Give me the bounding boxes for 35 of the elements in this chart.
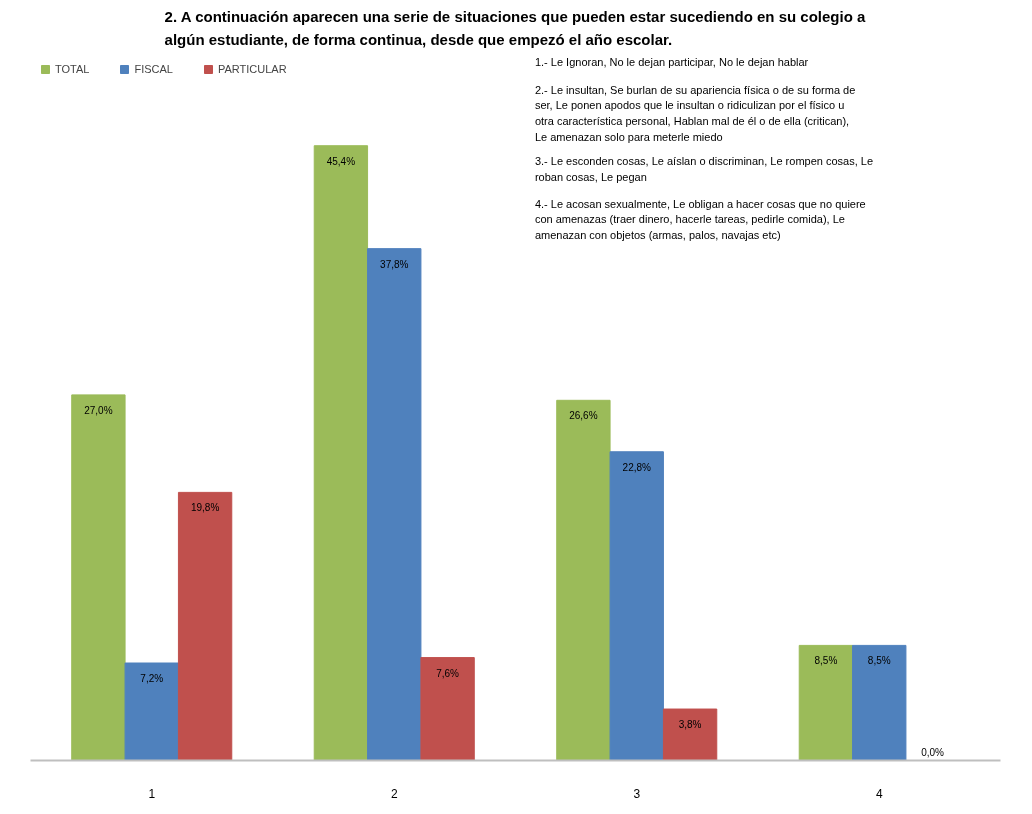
data-label: 3,8% bbox=[678, 719, 702, 731]
x-tick-label: 2 bbox=[390, 786, 398, 801]
bar bbox=[420, 657, 475, 761]
annotation: 3.- Le esconden cosas, Le aíslan o discriminan, Le rompen cosas, Le roban cosas, Le pegan bbox=[534, 155, 874, 183]
data-label: 8,5% bbox=[867, 655, 891, 667]
data-label: 7,6% bbox=[436, 667, 460, 679]
x-tick-label: 3 bbox=[633, 786, 641, 801]
data-label: 26,6% bbox=[569, 410, 598, 422]
bar bbox=[177, 491, 233, 761]
bar bbox=[556, 399, 611, 761]
text: 2.- Le insultan, Se burlan de su apariencia física o de su forma de ser, Le ponen apodos que le insultan o ridiculizan por el físico u otra característica personal, Hablan mal de él o de ella (critican), Le amenazan solo para meterle miedo bbox=[534, 83, 856, 143]
bar bbox=[71, 394, 126, 761]
legend-label: TOTAL bbox=[55, 63, 90, 75]
x-tick-label: 1 bbox=[148, 786, 156, 801]
text: 1.- Le Ignoran, No le dejan participar, No le dejan hablar bbox=[534, 55, 809, 68]
x-tick-label: 4 bbox=[875, 786, 883, 801]
data-label: 7,2% bbox=[140, 673, 164, 684]
data-label: 37,8% bbox=[380, 258, 409, 270]
data-label: 45,4% bbox=[326, 155, 356, 167]
legend-label: FISCAL bbox=[134, 63, 173, 75]
legend-label: PARTICULAR bbox=[217, 63, 287, 75]
annotation: 4.- Le acosan sexualmente, Le obligan a hacer cosas que no quiere con amenazas (traer dinero, hacerle tareas, pedirle comida), Le amenazan con objetos (armas, palos, navajas etc) bbox=[534, 197, 866, 241]
data-label: 22,8% bbox=[622, 461, 652, 473]
data-label: 0,0% bbox=[921, 746, 945, 758]
bar bbox=[367, 248, 422, 761]
data-label: 19,8% bbox=[190, 502, 220, 514]
bar bbox=[124, 662, 179, 761]
data-label: 8,5% bbox=[814, 655, 838, 667]
bar bbox=[609, 451, 664, 761]
bar bbox=[313, 145, 369, 761]
bar bbox=[798, 644, 854, 761]
chart-title: 2. A continuación aparecen una serie de situaciones que pueden estar sucediendo en su colegio a algún estudiante, de forma continua, desde que empezó el año escolar. bbox=[164, 7, 866, 49]
data-label: 27,0% bbox=[84, 404, 113, 416]
bar bbox=[852, 644, 907, 761]
bar bbox=[662, 708, 718, 761]
